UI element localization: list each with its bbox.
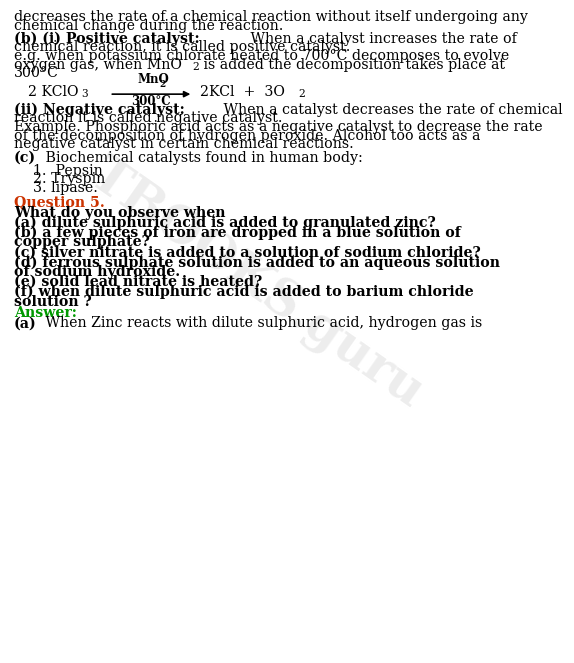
- Text: Biochemical catalysts found in human body:: Biochemical catalysts found in human bod…: [41, 151, 363, 164]
- Text: 2. Tryspin: 2. Tryspin: [33, 172, 105, 186]
- Text: decreases the rate of a chemical reaction without itself undergoing any: decreases the rate of a chemical reactio…: [14, 10, 528, 24]
- Text: MnO: MnO: [137, 73, 169, 86]
- Text: 2: 2: [298, 89, 305, 99]
- Text: of the decomposition of hydrogen peroxide. Alcohol too acts as a: of the decomposition of hydrogen peroxid…: [14, 129, 480, 143]
- Text: reaction it is called negative catalyst.: reaction it is called negative catalyst.: [14, 111, 282, 125]
- Text: (c) silver nitrate is added to a solution of sodium chloride?: (c) silver nitrate is added to a solutio…: [14, 245, 480, 259]
- Text: (d) ferrous sulphate solution is added to an aqueous solution: (d) ferrous sulphate solution is added t…: [14, 255, 500, 270]
- Text: 300°C: 300°C: [131, 95, 171, 109]
- Text: chemical change during the reaction.: chemical change during the reaction.: [14, 19, 284, 32]
- Text: When a catalyst decreases the rate of chemical: When a catalyst decreases the rate of ch…: [219, 103, 563, 117]
- Text: negative catalyst in certain chemical reactions.: negative catalyst in certain chemical re…: [14, 137, 354, 151]
- Text: What do you observe when: What do you observe when: [14, 206, 226, 219]
- Text: 2: 2: [193, 62, 199, 72]
- Text: Answer:: Answer:: [14, 306, 77, 320]
- Text: 3. lipase.: 3. lipase.: [33, 181, 98, 195]
- Text: When a catalyst increases the rate of: When a catalyst increases the rate of: [246, 32, 517, 46]
- Text: (a): (a): [14, 316, 37, 330]
- Text: 2 KClO: 2 KClO: [28, 85, 79, 99]
- Text: (a) dilute sulphuric acid is added to granulated zinc?: (a) dilute sulphuric acid is added to gr…: [14, 215, 436, 230]
- Text: When Zinc reacts with dilute sulphuric acid, hydrogen gas is: When Zinc reacts with dilute sulphuric a…: [41, 316, 482, 330]
- Text: 1.  Pepsin: 1. Pepsin: [33, 164, 102, 178]
- Text: (e) solid lead nitrate is heated?: (e) solid lead nitrate is heated?: [14, 275, 262, 289]
- Text: oxygen gas, when MnO: oxygen gas, when MnO: [14, 58, 182, 72]
- Text: (b) (i) Positive catalyst:: (b) (i) Positive catalyst:: [14, 32, 200, 46]
- Text: 2KCl  +  3O: 2KCl + 3O: [200, 85, 285, 99]
- Text: e.g. when potassium chlorate heated to 700°C decomposes to evolve: e.g. when potassium chlorate heated to 7…: [14, 49, 509, 63]
- Text: 2: 2: [160, 80, 166, 89]
- Text: 3: 3: [82, 89, 88, 99]
- Text: Question 5.: Question 5.: [14, 196, 104, 210]
- Text: TBOOKS.guru: TBOOKS.guru: [79, 151, 433, 419]
- Text: (b) a few pieces of iron are dropped in a blue solution of: (b) a few pieces of iron are dropped in …: [14, 225, 461, 240]
- Text: (c): (c): [14, 151, 36, 164]
- Text: of sodium hydroxide.: of sodium hydroxide.: [14, 265, 180, 279]
- Text: 300°C: 300°C: [14, 66, 59, 80]
- Text: Example. Phosphoric acid acts as a negative catalyst to decrease the rate: Example. Phosphoric acid acts as a negat…: [14, 120, 542, 134]
- Text: chemical reaction, it is called positive catalyst.: chemical reaction, it is called positive…: [14, 40, 350, 54]
- Text: copper sulphate?: copper sulphate?: [14, 235, 150, 249]
- Text: solution ?: solution ?: [14, 295, 92, 309]
- Text: (ii) Negative catalyst:: (ii) Negative catalyst:: [14, 103, 185, 117]
- Text: (f) when dilute sulphuric acid is added to barium chloride: (f) when dilute sulphuric acid is added …: [14, 285, 474, 300]
- Text: is added the decomposition takes place at: is added the decomposition takes place a…: [199, 58, 505, 72]
